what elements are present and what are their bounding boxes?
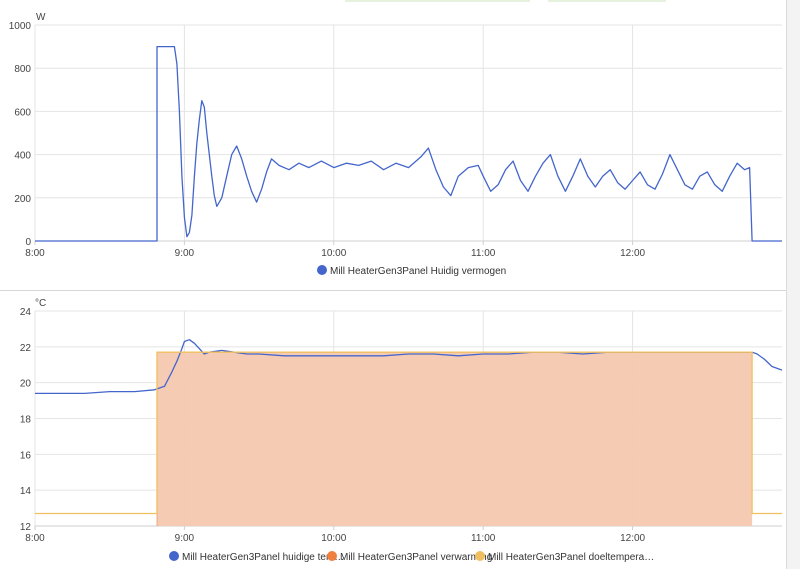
x-tick-label: 12:00 — [620, 533, 645, 544]
legend-item[interactable]: Mill HeaterGen3Panel Huidig vermogen — [317, 265, 506, 277]
legend-label: Mill HeaterGen3Panel verwarming — [340, 552, 492, 563]
y-tick-label: 22 — [20, 343, 32, 354]
legend-label: Mill HeaterGen3Panel Huidig vermogen — [330, 266, 506, 277]
y-unit-label: °C — [35, 298, 46, 309]
legend-swatch — [327, 551, 337, 561]
x-tick-label: 12:00 — [620, 248, 645, 259]
chart-panel-2: 12 14 16 18 20 22 24 8:00 9:00 10:00 11:00 12:00 °C M… — [20, 298, 783, 563]
legend-item[interactable]: Mill HeaterGen3Panel doeltempera… — [475, 551, 654, 563]
heating-active-area — [157, 352, 753, 526]
series-line-1 — [35, 45, 782, 242]
y-tick-label: 12 — [20, 522, 32, 533]
legend-swatch — [317, 265, 327, 275]
x-tick-label: 8:00 — [25, 248, 45, 259]
y-tick-label: 14 — [20, 486, 32, 497]
y-tick-label: 400 — [14, 151, 31, 162]
legend-swatch — [475, 551, 485, 561]
chart-panel-1: 0 200 400 600 800 1000 8:00 9:00 10:00 11:00 12:00… — [9, 12, 782, 277]
x-tick-label: 10:00 — [321, 533, 346, 544]
x-tick-label: 10:00 — [321, 248, 346, 259]
y-tick-label: 24 — [20, 307, 32, 318]
legend-label: Mill HeaterGen3Panel doeltempera… — [488, 552, 654, 563]
top-tab-strip-right — [548, 0, 666, 2]
y-tick-label: 600 — [14, 107, 31, 118]
x-tick-label: 11:00 — [471, 533, 496, 544]
legend-label: Mill HeaterGen3Panel huidige tem… — [182, 552, 344, 563]
y-tick-label: 200 — [14, 194, 31, 205]
x-tick-label: 11:00 — [471, 248, 496, 259]
y-tick-label: 16 — [20, 450, 32, 461]
x-tick-label: 9:00 — [175, 248, 195, 259]
legend-item[interactable]: Mill HeaterGen3Panel huidige tem… — [169, 551, 344, 563]
adjacent-panel-edge — [786, 0, 800, 569]
legend-item[interactable]: Mill HeaterGen3Panel verwarming — [327, 551, 492, 563]
top-tab-strip-left — [345, 0, 530, 2]
series-line-3 — [35, 351, 782, 515]
panel-divider — [0, 290, 786, 291]
y-tick-label: 0 — [25, 237, 31, 248]
x-tick-label: 8:00 — [25, 533, 45, 544]
y-tick-label: 1000 — [9, 21, 32, 32]
y-tick-label: 18 — [20, 415, 32, 426]
legend-swatch — [169, 551, 179, 561]
y-tick-label: 800 — [14, 64, 31, 75]
y-tick-label: 20 — [20, 379, 32, 390]
y-unit-label: W — [36, 12, 46, 23]
x-tick-label: 9:00 — [175, 533, 195, 544]
